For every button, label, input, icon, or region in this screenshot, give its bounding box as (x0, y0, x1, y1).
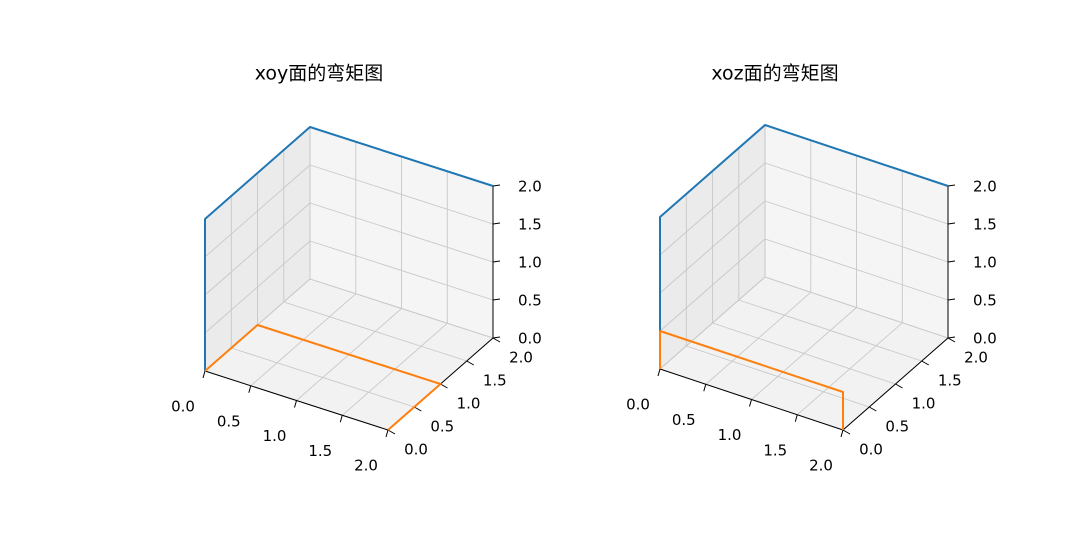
ticks: 0.00.51.01.52.00.00.51.01.52.00.00.51.01… (171, 178, 542, 475)
x-tick (749, 399, 752, 407)
gridline-z (659, 162, 766, 256)
gridline-z (204, 164, 311, 258)
gridline-z (764, 200, 949, 263)
y-tick-label: 1.0 (457, 395, 481, 413)
x-tick-label: 0.5 (672, 411, 696, 429)
y-tick-label: 0.5 (430, 418, 454, 436)
y-tick (492, 337, 501, 343)
gridline-z (309, 202, 494, 263)
y-tick (387, 429, 396, 435)
x-tick (657, 368, 661, 377)
y-tick-label: 2.0 (964, 349, 988, 367)
x-tick-label: 1.5 (308, 442, 332, 460)
z-tick (492, 298, 501, 301)
z-tick (492, 260, 501, 263)
x-tick-label: 1.0 (263, 427, 287, 445)
gridline-z (204, 240, 311, 334)
z-tick (947, 222, 956, 225)
y-tick (895, 383, 903, 389)
x-tick (248, 385, 252, 393)
y-tick-label: 0.0 (859, 441, 883, 459)
gridline-y (283, 301, 467, 362)
ticks: 0.00.51.01.52.00.00.51.01.52.00.00.51.01… (626, 178, 997, 475)
gridline-z (764, 238, 949, 301)
series (659, 124, 949, 430)
z-tick (492, 184, 501, 187)
gridline-z (204, 202, 311, 296)
chart-xoy: xoy面的弯矩图0.00.51.01.52.00.00.51.01.52.00.… (171, 63, 542, 475)
x-tick-label: 2.0 (354, 457, 378, 475)
x-tick-label: 0.5 (217, 412, 241, 430)
gridline-z (764, 162, 949, 225)
y-tick-label: 1.5 (483, 372, 507, 390)
series-line-0 (204, 126, 494, 371)
gridline-z (309, 278, 494, 339)
y-tick (440, 383, 448, 389)
y-tick-label: 1.0 (912, 395, 936, 413)
x-tick-label: 0.0 (626, 396, 650, 414)
series-line-1 (659, 330, 844, 430)
z-tick (947, 260, 956, 263)
y-tick-label: 1.5 (938, 372, 962, 390)
z-tick (947, 336, 956, 339)
gridline-z (309, 240, 494, 301)
x-tick-label: 0.0 (171, 398, 195, 416)
y-tick-label: 0.5 (885, 418, 909, 436)
gridline-z (309, 164, 494, 225)
z-tick-label: 1.5 (518, 216, 542, 234)
z-tick-label: 0.5 (973, 292, 997, 310)
x-tick (202, 370, 206, 379)
chart-title: xoz面的弯矩图 (711, 63, 838, 85)
y-tick-label: 2.0 (509, 349, 533, 367)
z-tick-label: 0.0 (518, 330, 542, 348)
x-tick-label: 2.0 (809, 457, 833, 475)
gridline-y (738, 299, 922, 362)
z-tick-label: 1.0 (518, 254, 542, 272)
chart-xoz: xoz面的弯矩图0.00.51.01.52.00.00.51.01.52.00.… (626, 63, 997, 475)
z-tick-label: 2.0 (518, 178, 542, 196)
chart-title: xoy面的弯矩图 (255, 63, 384, 85)
series-line-0 (659, 124, 949, 369)
z-tick (947, 184, 956, 187)
gridline-y (686, 345, 870, 408)
z-tick (947, 298, 956, 301)
series (204, 126, 494, 431)
gridline-y (231, 347, 415, 408)
z-tick-label: 1.0 (973, 254, 997, 272)
x-tick (703, 384, 707, 392)
z-tick-label: 2.0 (973, 178, 997, 196)
y-tick (921, 360, 930, 366)
y-tick (869, 406, 877, 412)
y-tick (947, 337, 956, 343)
x-tick (840, 429, 844, 438)
y-tick (414, 406, 422, 412)
x-tick-label: 1.0 (718, 426, 742, 444)
gridline-z (659, 276, 766, 370)
gridline-y (712, 322, 896, 385)
gridline-z (764, 276, 949, 339)
z-tick (492, 336, 501, 339)
series-line-1 (204, 324, 442, 431)
gridline-z (659, 200, 766, 294)
x-tick (294, 400, 297, 408)
y-tick (842, 429, 851, 435)
z-tick-label: 0.5 (518, 292, 542, 310)
z-tick (492, 222, 501, 225)
x-tick (385, 429, 389, 438)
y-tick-label: 0.0 (404, 441, 428, 459)
x-tick (794, 414, 798, 422)
z-tick-label: 0.0 (973, 330, 997, 348)
gridline-z (659, 238, 766, 332)
x-tick-label: 1.5 (763, 441, 787, 459)
y-tick (466, 360, 475, 366)
z-tick-label: 1.5 (973, 216, 997, 234)
x-tick (339, 415, 343, 423)
